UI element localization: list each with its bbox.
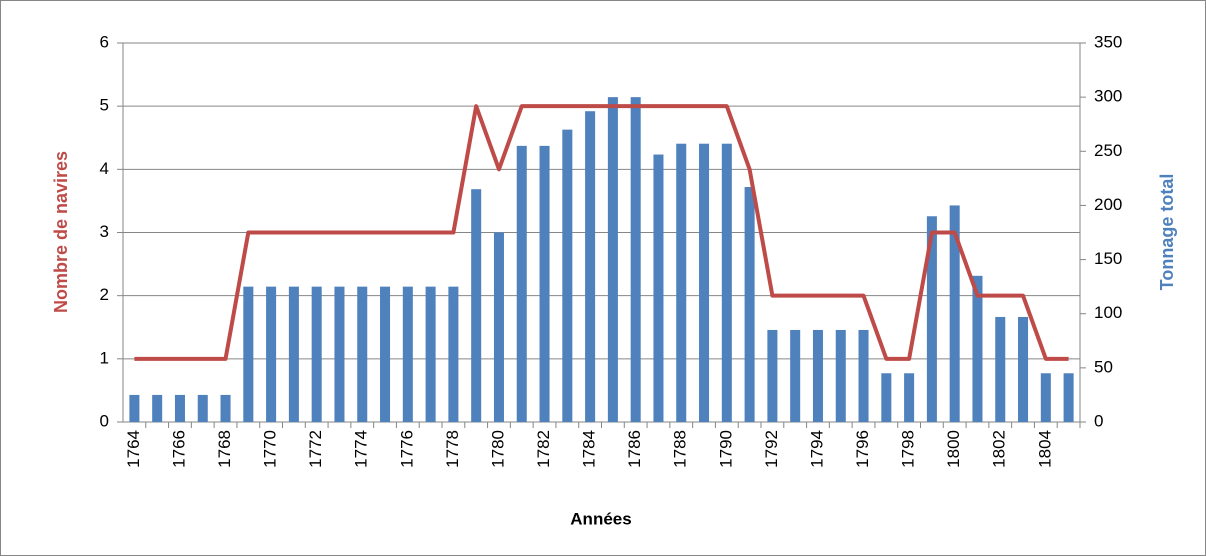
x-tick-label: 1794 (807, 430, 826, 468)
y-tick-label: 6 (100, 32, 109, 51)
bar (220, 394, 231, 422)
y-tick-label: 3 (100, 222, 109, 241)
y2-tick-label: 200 (1094, 195, 1122, 214)
bar (448, 286, 459, 422)
x-tick-label: 1776 (397, 430, 416, 468)
y2-tick-label: 250 (1094, 141, 1122, 160)
bar (334, 286, 345, 422)
bar (699, 143, 710, 422)
bar (676, 143, 687, 422)
bar (835, 329, 846, 422)
x-tick-label: 1766 (169, 430, 188, 468)
bar (174, 394, 185, 422)
y2-tick-label: 50 (1094, 357, 1113, 376)
y2-tick-label: 350 (1094, 32, 1122, 51)
bar (995, 316, 1006, 422)
bar (721, 143, 732, 422)
x-axis-title: Années (570, 509, 631, 528)
bar (904, 373, 915, 422)
y-axis-title: Nombre de navires (51, 151, 71, 313)
bar (266, 286, 277, 422)
x-tick-label: 1802 (990, 430, 1009, 468)
x-tick-label: 1804 (1035, 430, 1054, 468)
bar (425, 286, 436, 422)
x-tick-label: 1770 (261, 430, 280, 468)
bar (562, 129, 573, 422)
x-tick-label: 1796 (853, 430, 872, 468)
y2-tick-label: 100 (1094, 303, 1122, 322)
bar (926, 216, 937, 422)
bar (243, 286, 254, 422)
x-tick-label: 1784 (580, 430, 599, 468)
y2-tick-label: 150 (1094, 249, 1122, 268)
y2-tick-label: 300 (1094, 87, 1122, 106)
bar (129, 394, 140, 422)
bar (949, 205, 960, 422)
x-tick-label: 1774 (352, 430, 371, 468)
bar (516, 145, 527, 422)
bar (311, 286, 322, 422)
bar (1063, 373, 1074, 422)
bar (1040, 373, 1051, 422)
x-tick-label: 1782 (534, 430, 553, 468)
y-tick-label: 0 (100, 411, 109, 430)
y-tick-label: 2 (100, 285, 109, 304)
y2-tick-label: 0 (1094, 411, 1103, 430)
bar (744, 187, 755, 422)
x-tick-label: 1800 (944, 430, 963, 468)
y2-axis-title: Tonnage total (1157, 174, 1177, 291)
y-tick-label: 5 (100, 96, 109, 115)
y-tick-label: 1 (100, 348, 109, 367)
bar (585, 111, 596, 422)
bar (539, 145, 550, 422)
x-tick-label: 1772 (306, 430, 325, 468)
bar (653, 154, 664, 422)
line (134, 104, 1069, 361)
x-tick-label: 1780 (488, 430, 507, 468)
x-tick-label: 1786 (625, 430, 644, 468)
bar (197, 394, 208, 422)
bar (288, 286, 299, 422)
bar (607, 97, 618, 423)
x-tick-label: 1764 (124, 430, 143, 468)
bar (471, 189, 482, 422)
bar (881, 373, 892, 422)
bar (402, 286, 413, 422)
x-tick-label: 1790 (716, 430, 735, 468)
x-tick-label: 1778 (443, 430, 462, 468)
bar (357, 286, 368, 422)
x-tick-label: 1788 (671, 430, 690, 468)
x-tick-label: 1792 (762, 430, 781, 468)
bar (630, 97, 641, 423)
bar (972, 275, 983, 422)
bar (493, 232, 504, 422)
bar (152, 394, 163, 422)
x-tick-label: 1798 (899, 430, 918, 468)
bar (380, 286, 391, 422)
bar (1018, 316, 1029, 422)
bar (767, 329, 778, 422)
bar (790, 329, 801, 422)
bar (812, 329, 823, 422)
y-tick-label: 4 (100, 159, 109, 178)
bar (858, 329, 869, 422)
x-tick-label: 1768 (215, 430, 234, 468)
